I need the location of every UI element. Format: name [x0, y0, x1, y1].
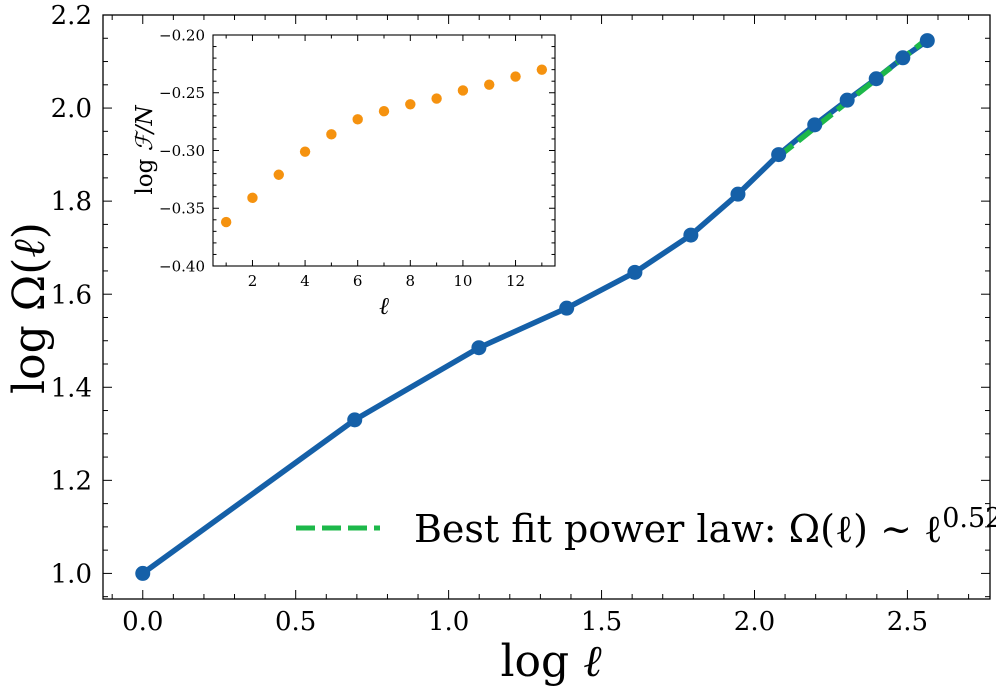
legend-exponent: 0.52 — [942, 503, 996, 534]
y-tick-label: −0.30 — [159, 142, 205, 160]
y-tick-label: 1.4 — [51, 373, 92, 403]
y-tick-label: 2.0 — [51, 94, 92, 124]
x-tick-label: 2.5 — [887, 607, 928, 637]
y-label-close: ) — [4, 222, 55, 239]
inset-x-axis-label: ℓ — [379, 292, 389, 320]
x-tick-label: 12 — [506, 272, 525, 290]
inset-data-point — [484, 79, 495, 90]
inset-chart: 2 4 6 8 10 12 −0.40 −0.35 −0.30 −0.25 −0.20 ℓ log … — [132, 26, 556, 320]
inset-data-point — [273, 169, 284, 180]
main-tick-labels: 0.0 0.5 1.0 1.5 2.0 2.5 1.0 1.2 1.4 1.6 1.8 2.0 2.2 — [51, 1, 928, 637]
main-series — [135, 33, 935, 581]
main-data-point — [807, 117, 823, 133]
legend: Best fit power law: Ω(ℓ) ~ ℓ0.52 — [296, 503, 996, 551]
x-tick-label: 10 — [453, 272, 472, 290]
y-tick-label: 1.2 — [51, 466, 92, 496]
inset-axis-ticks — [213, 34, 555, 267]
legend-label-text: Best fit power law: Ω(ℓ) ~ ℓ — [414, 507, 942, 551]
main-data-point — [919, 33, 935, 49]
x-label-log: log — [500, 636, 583, 687]
inset-y-label-log: log — [132, 151, 158, 194]
inset-y-axis-label: log ℱ/N — [132, 105, 158, 195]
inset-data-point — [405, 99, 416, 110]
y-label-log: log Ω( — [4, 258, 55, 394]
inset-series — [220, 64, 548, 228]
inset-data-point — [299, 146, 311, 157]
main-x-axis-label: log ℓ — [500, 636, 602, 687]
main-data-point — [471, 340, 487, 356]
x-tick-label: 6 — [353, 272, 363, 290]
main-data-point — [559, 300, 575, 316]
main-plot-frame — [102, 14, 991, 600]
x-tick-label: 1.0 — [428, 607, 469, 637]
main-y-axis-label: log Ω(ℓ) — [4, 222, 55, 394]
y-tick-label: 1.6 — [51, 280, 92, 310]
inset-data-point — [378, 106, 390, 117]
x-tick-label: 4 — [300, 272, 310, 290]
x-tick-label: 2.0 — [734, 607, 775, 637]
x-tick-label: 8 — [406, 272, 416, 290]
main-data-point — [868, 71, 884, 87]
inset-data-point — [536, 64, 548, 75]
inset-data-point — [510, 71, 521, 82]
y-tick-label: −0.25 — [159, 84, 205, 102]
y-tick-label: −0.40 — [159, 257, 205, 275]
inset-plot-frame — [212, 34, 556, 267]
main-data-point — [683, 227, 699, 243]
inset-data-point — [431, 93, 442, 104]
y-tick-label: 2.2 — [51, 1, 92, 31]
y-label-ell: ℓ — [4, 239, 55, 258]
x-tick-label: 0.5 — [275, 607, 316, 637]
inset-data-point — [352, 114, 363, 125]
main-axis-ticks — [103, 14, 990, 599]
x-label-ell: ℓ — [583, 636, 602, 687]
inset-background — [213, 35, 555, 266]
main-data-point — [730, 186, 746, 202]
inset-data-point — [326, 129, 337, 140]
x-tick-label: 2 — [248, 272, 258, 290]
inset-data-point — [220, 216, 232, 228]
inset-data-point — [457, 85, 469, 96]
main-data-point — [839, 92, 855, 108]
y-tick-label: 1.8 — [51, 187, 92, 217]
legend-fit-label: Best fit power law: Ω(ℓ) ~ ℓ0.52 — [414, 503, 996, 551]
main-data-point — [347, 412, 363, 428]
inset-y-label-n: /N — [132, 105, 158, 136]
y-tick-label: 1.0 — [51, 560, 92, 590]
main-data-point — [771, 147, 787, 163]
x-tick-label: 1.5 — [581, 607, 622, 637]
inset-y-label-f: ℱ — [132, 129, 158, 151]
y-tick-label: −0.35 — [159, 200, 205, 218]
inset-tick-labels: 2 4 6 8 10 12 −0.40 −0.35 −0.30 −0.25 −0.20 — [159, 26, 525, 290]
y-tick-label: −0.20 — [159, 26, 205, 44]
main-data-point — [135, 565, 151, 581]
main-data-point — [895, 50, 911, 66]
x-tick-label: 0.0 — [122, 607, 163, 637]
main-data-point — [627, 264, 643, 280]
inset-data-point — [247, 192, 258, 204]
